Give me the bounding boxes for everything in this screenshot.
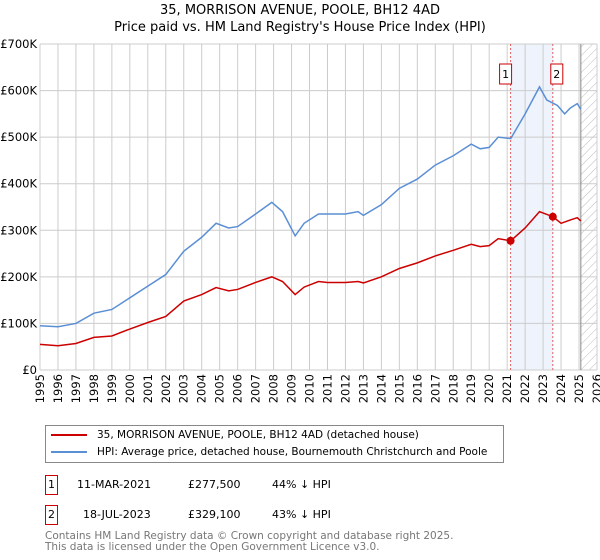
x-tick-label: 1997 bbox=[69, 374, 83, 403]
x-tick-label: 2020 bbox=[482, 374, 496, 403]
x-tick-label: 2002 bbox=[159, 374, 173, 403]
x-tick-label: 1998 bbox=[87, 374, 101, 403]
y-tick-label: £700K bbox=[0, 37, 37, 51]
x-tick-label: 2013 bbox=[356, 374, 370, 403]
sale-label-box bbox=[499, 63, 513, 85]
x-tick-label: 2004 bbox=[195, 374, 209, 403]
legend-label-property: 35, MORRISON AVENUE, POOLE, BH12 4AD (de… bbox=[97, 429, 419, 441]
x-tick-label: 2009 bbox=[285, 374, 299, 403]
x-tick-label: 2007 bbox=[249, 374, 263, 403]
legend: 35, MORRISON AVENUE, POOLE, BH12 4AD (de… bbox=[45, 425, 504, 463]
x-tick-label: 2018 bbox=[446, 374, 460, 403]
x-tick-label: 2022 bbox=[518, 374, 532, 403]
sale-hpi-diff: 43% ↓ HPI bbox=[272, 508, 331, 521]
x-tick-label: 2021 bbox=[500, 374, 514, 403]
y-tick-label: £0 bbox=[22, 363, 37, 377]
footer: Contains HM Land Registry data © Crown c… bbox=[45, 531, 453, 553]
sale-marker-1: 1 bbox=[45, 475, 58, 495]
y-tick-label: £500K bbox=[0, 130, 37, 144]
x-tick-label: 1996 bbox=[51, 374, 65, 403]
y-tick-label: £400K bbox=[0, 177, 37, 191]
forecast-hatch bbox=[580, 44, 597, 370]
sale-marker-2: 2 bbox=[45, 505, 58, 525]
x-tick-label: 2003 bbox=[177, 374, 191, 403]
plot-area: 1995 1996 1997 1998 1999 2000 2001 2002 2003 2004… bbox=[0, 37, 600, 403]
chart-title: 35, MORRISON AVENUE, POOLE, BH12 4AD bbox=[160, 3, 440, 18]
x-tick-label: 2001 bbox=[141, 374, 155, 403]
x-tick-label: 2016 bbox=[410, 374, 424, 403]
sale-label-box bbox=[550, 63, 564, 85]
sale-label: 1 bbox=[502, 68, 509, 81]
x-tick-label: 2006 bbox=[231, 374, 245, 403]
sale-label: 2 bbox=[553, 68, 560, 81]
y-tick-label: £200K bbox=[0, 270, 37, 284]
x-tick-label: 2000 bbox=[123, 374, 137, 403]
x-tick-label: 1999 bbox=[105, 374, 119, 403]
legend-swatch-property bbox=[51, 434, 87, 436]
x-tick-label: 2023 bbox=[536, 374, 550, 403]
legend-swatch-hpi bbox=[51, 451, 87, 453]
y-tick-label: £100K bbox=[0, 316, 37, 330]
x-tick-label: 2024 bbox=[554, 374, 568, 403]
sale-hpi-diff: 44% ↓ HPI bbox=[272, 478, 331, 491]
sale-date: 11-MAR-2021 bbox=[77, 478, 152, 491]
x-tick-label: 2010 bbox=[303, 374, 317, 403]
x-tick-label: 2011 bbox=[320, 374, 334, 403]
sale-price: £329,100 bbox=[188, 508, 241, 521]
sale-point bbox=[506, 236, 515, 245]
property-price-line bbox=[39, 210, 582, 347]
sale-date: 18-JUL-2023 bbox=[83, 508, 151, 521]
y-tick-label: £300K bbox=[0, 223, 37, 237]
x-tick-label: 2025 bbox=[572, 374, 586, 403]
x-tick-label: 1995 bbox=[33, 374, 47, 403]
sale-point bbox=[548, 212, 557, 221]
chart-subtitle: Price paid vs. HM Land Registry's House … bbox=[114, 20, 486, 35]
x-tick-label: 2026 bbox=[590, 374, 600, 403]
sale-period-shade bbox=[510, 44, 553, 370]
x-tick-label: 2015 bbox=[392, 374, 406, 403]
x-tick-label: 2008 bbox=[267, 374, 281, 403]
sale-price: £277,500 bbox=[188, 478, 241, 491]
x-tick-label: 2019 bbox=[464, 374, 478, 403]
y-tick-label: £600K bbox=[0, 84, 37, 98]
x-tick-label: 2012 bbox=[338, 374, 352, 403]
x-tick-label: 2014 bbox=[374, 374, 388, 403]
footer-line-1: Contains HM Land Registry data © Crown c… bbox=[45, 530, 454, 542]
legend-label-hpi: HPI: Average price, detached house, Bour… bbox=[97, 446, 488, 458]
x-tick-label: 2005 bbox=[213, 374, 227, 403]
x-tick-label: 2017 bbox=[428, 374, 442, 403]
hpi-line bbox=[39, 85, 582, 328]
footer-line-2: This data is licensed under the Open Gov… bbox=[45, 541, 380, 553]
